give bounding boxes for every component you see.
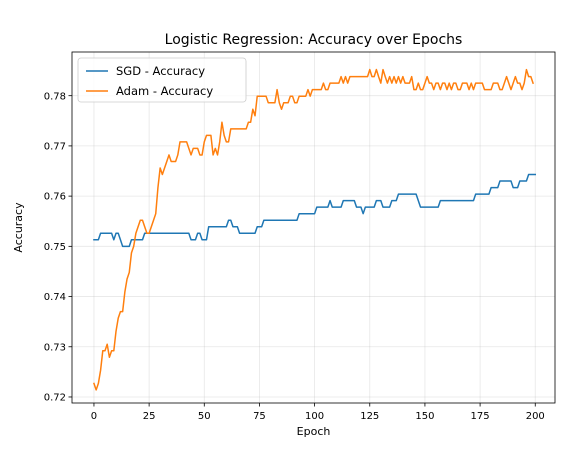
x-tick-label: 175 bbox=[471, 411, 490, 422]
y-axis-label: Accuracy bbox=[12, 202, 25, 253]
legend-label-adam: Adam - Accuracy bbox=[116, 84, 213, 98]
x-tick-label: 0 bbox=[91, 411, 97, 422]
plot-frame bbox=[71, 51, 556, 404]
legend-box bbox=[77, 57, 247, 103]
x-axis-label: Epoch bbox=[297, 425, 331, 438]
series-line-adam bbox=[92, 68, 535, 391]
x-tick-label: 200 bbox=[526, 411, 545, 422]
y-tick-label: 0.74 bbox=[44, 292, 66, 303]
x-tick-label: 100 bbox=[305, 411, 324, 422]
y-tick-label: 0.77 bbox=[44, 142, 66, 153]
y-tick-label: 0.78 bbox=[44, 91, 66, 102]
x-tick-label: 125 bbox=[360, 411, 379, 422]
legend-label-sgd: SGD - Accuracy bbox=[116, 64, 205, 78]
ticks: 0 25 50 75 100 125 150 175 200 0.72 0.73 0.74 0.75 0.… bbox=[44, 91, 545, 422]
y-tick-label: 0.72 bbox=[44, 393, 66, 404]
x-tick-label: 50 bbox=[198, 411, 211, 422]
series-layer bbox=[92, 68, 536, 391]
grid bbox=[72, 52, 555, 403]
y-tick-label: 0.73 bbox=[44, 342, 66, 353]
x-tick-label: 150 bbox=[415, 411, 434, 422]
y-tick-label: 0.75 bbox=[44, 242, 66, 253]
y-tick-label: 0.76 bbox=[44, 192, 66, 203]
legend: SGD - Accuracy Adam - Accuracy bbox=[77, 57, 247, 103]
series-line-sgd bbox=[93, 173, 536, 248]
chart-title: Logistic Regression: Accuracy over Epoch… bbox=[165, 32, 463, 48]
x-tick-label: 75 bbox=[253, 411, 266, 422]
x-tick-label: 25 bbox=[143, 411, 156, 422]
